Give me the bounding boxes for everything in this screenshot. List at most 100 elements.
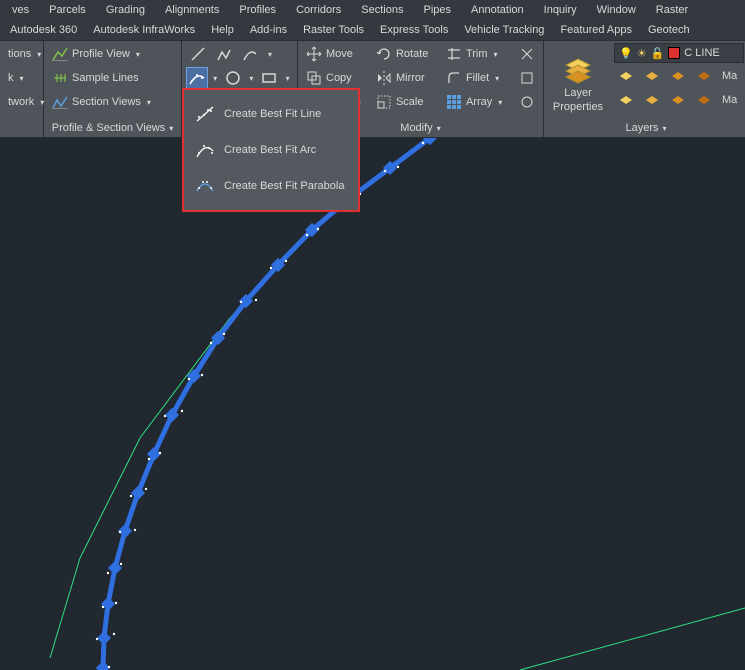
layer-tool-button[interactable] [692,89,716,111]
label: Create Best Fit Arc [224,144,316,156]
section-views-button[interactable]: Section Views▾ [48,91,177,113]
label: Mirror [396,72,425,84]
menu-item[interactable]: Inquiry [534,4,587,16]
frag-item[interactable]: k▾ [4,67,39,89]
menu-item[interactable]: Help [203,24,242,36]
layer-tool-button[interactable] [640,65,664,87]
menu-item[interactable]: Vehicle Tracking [456,24,552,36]
label: Create Best Fit Parabola [224,180,344,192]
label: Ma [718,70,737,82]
mirror-button[interactable]: Mirror [372,67,440,89]
menu-item[interactable]: Geotech [640,24,698,36]
array-icon [446,94,462,110]
menu-item[interactable]: Express Tools [372,24,456,36]
circle-dropdown[interactable]: ▾ [246,74,257,83]
label: Profile View [72,48,130,60]
lock-icon: 🔓 [651,47,665,60]
arc-dropdown[interactable]: ▾ [264,50,276,59]
fillet-button[interactable]: Fillet▾ [442,67,514,89]
move-button[interactable]: Move [302,43,370,65]
profile-view-button[interactable]: Profile View▾ [48,43,177,65]
lightbulb-icon: 💡 [619,47,633,60]
layer-tool-button[interactable] [666,89,690,111]
menu-item[interactable]: Raster Tools [295,24,372,36]
layer-dropdown[interactable]: 💡 ☀ 🔓 C LINE [614,43,744,63]
sample-lines-button[interactable]: Sample Lines [48,67,177,89]
menu-item[interactable]: ves [2,4,39,16]
label: Ma [718,94,737,106]
layer-color-swatch [668,47,680,59]
rect-button[interactable] [259,67,281,89]
menu-item[interactable]: Autodesk InfraWorks [85,24,203,36]
label: Move [326,48,353,60]
menu-item[interactable]: Window [587,4,646,16]
menu-item[interactable]: Annotation [461,4,534,16]
mirror-icon [376,70,392,86]
menu-item[interactable]: Raster [646,4,698,16]
frag-item[interactable]: twork▾ [4,91,39,113]
extra-button[interactable] [516,43,539,65]
label: Properties [553,101,603,113]
label: Array [466,96,492,108]
layer-tool-button[interactable] [614,89,638,111]
bestfit-button[interactable] [186,67,208,89]
rotate-icon [376,46,392,62]
bestfit-parabola-icon [194,175,216,197]
label: Section Views [72,96,141,108]
menu-item[interactable]: Featured Apps [552,24,640,36]
bestfit-flyout: Create Best Fit Line Create Best Fit Arc… [182,88,360,212]
panel-title [4,119,39,137]
panel-title[interactable]: Layers▾ [548,119,744,137]
extra-button[interactable] [516,91,539,113]
circle-button[interactable] [222,67,244,89]
label: Sample Lines [72,72,139,84]
section-views-icon [52,94,68,110]
layer-tool-button[interactable] [692,65,716,87]
panel-profile-section: Profile View▾ Sample Lines Section Views… [44,41,182,137]
move-icon [306,46,322,62]
rotate-button[interactable]: Rotate [372,43,440,65]
frag-item[interactable]: tions▾ [4,43,39,65]
trim-button[interactable]: Trim▾ [442,43,514,65]
rect-dropdown[interactable]: ▾ [282,74,293,83]
layer-tool-button[interactable] [614,65,638,87]
label: Trim [466,48,488,60]
menu-item[interactable]: Profiles [229,4,286,16]
sun-icon: ☀ [637,47,647,60]
menu-item[interactable]: Parcels [39,4,96,16]
panel-fragment: tions▾ k▾ twork▾ [0,41,44,137]
drawing-canvas[interactable] [0,138,745,670]
menu-item[interactable]: Grading [96,4,155,16]
create-bestfit-arc[interactable]: Create Best Fit Arc [184,132,358,168]
label: Layer [564,87,592,99]
menu-item[interactable]: Autodesk 360 [2,24,85,36]
menu-item[interactable]: Sections [351,4,413,16]
polyline-button[interactable] [212,43,236,65]
layer-properties-button[interactable]: Layer Properties [548,43,608,119]
extra-button[interactable] [516,67,539,89]
scale-icon [376,94,392,110]
line-button[interactable] [186,43,210,65]
label: Scale [396,96,424,108]
bestfit-line-icon [194,103,216,125]
menu-item[interactable]: Corridors [286,4,351,16]
arc-button[interactable] [238,43,262,65]
panel-layers: Layer Properties 💡 ☀ 🔓 C LINE Ma [544,41,745,137]
panel-title[interactable]: Profile & Section Views▾ [48,119,177,137]
create-bestfit-line[interactable]: Create Best Fit Line [184,96,358,132]
layer-tool-button[interactable] [640,89,664,111]
label: Create Best Fit Line [224,108,321,120]
layer-tool-button[interactable] [666,65,690,87]
array-button[interactable]: Array▾ [442,91,514,113]
bestfit-dropdown[interactable]: ▾ [210,74,221,83]
label: Copy [326,72,352,84]
scale-button[interactable]: Scale [372,91,440,113]
menu-item[interactable]: Alignments [155,4,229,16]
label: Rotate [396,48,428,60]
profile-view-icon [52,46,68,62]
create-bestfit-parabola[interactable]: Create Best Fit Parabola [184,168,358,204]
menu-bar-2: Autodesk 360 Autodesk InfraWorks Help Ad… [0,20,745,40]
copy-button[interactable]: Copy [302,67,370,89]
menu-item[interactable]: Add-ins [242,24,295,36]
menu-item[interactable]: Pipes [414,4,462,16]
